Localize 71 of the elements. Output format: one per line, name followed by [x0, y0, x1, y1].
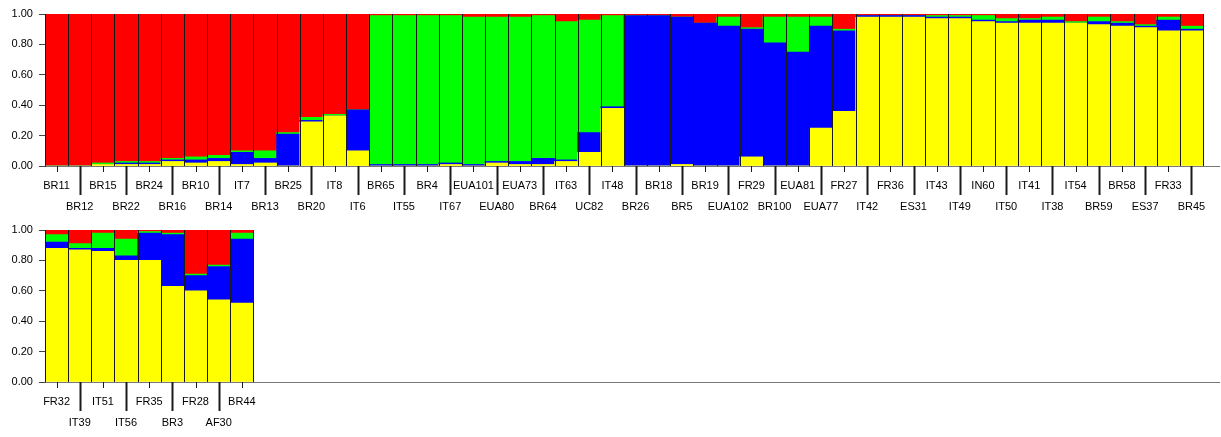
x-tick-label: IT6 — [349, 200, 366, 213]
x-tick-label: BR10 — [181, 179, 210, 192]
x-tick-label: IT51 — [91, 395, 114, 408]
y-tick-label: 0.80 — [11, 37, 33, 50]
x-tick-label: IT7 — [233, 179, 250, 192]
x-tick-label: BR22 — [112, 200, 140, 213]
x-tick-label: IT55 — [392, 200, 415, 213]
x-tick-label: ES37 — [1131, 200, 1159, 213]
x-tick-label: IT43 — [925, 179, 948, 192]
x-tick-label: FR32 — [43, 395, 71, 408]
y-tick-label: 0.40 — [11, 314, 33, 327]
x-tick-label: IT41 — [1018, 179, 1041, 192]
x-tick-label: IT54 — [1064, 179, 1087, 192]
x-tick-label: EUA81 — [780, 179, 816, 192]
x-tick-label: IT56 — [115, 416, 138, 429]
x-tick-label: IT48 — [601, 179, 624, 192]
y-tick-label: 0.20 — [11, 344, 33, 357]
x-tick-label: BR45 — [1177, 200, 1206, 213]
x-tick-label: IT50 — [995, 200, 1018, 213]
x-tick-label: IT49 — [948, 200, 971, 213]
y-tick-label: 0.60 — [11, 67, 33, 80]
x-tick-label: EUA80 — [479, 200, 515, 213]
x-tick-label: BR4 — [416, 179, 438, 192]
x-tick-label: IT63 — [555, 179, 578, 192]
x-tick-label: FR27 — [830, 179, 858, 192]
x-tick-label: IT8 — [326, 179, 343, 192]
x-tick-label: BR12 — [65, 200, 94, 213]
x-tick-label: EUA77 — [803, 200, 839, 213]
x-tick-label: EUA73 — [502, 179, 538, 192]
x-tick-label: BR24 — [135, 179, 163, 192]
x-tick-label: IN60 — [971, 179, 995, 192]
x-tick-label: BR15 — [89, 179, 117, 192]
x-tick-label: BR14 — [204, 200, 233, 213]
x-tick-label: BR16 — [158, 200, 187, 213]
x-tick-label: ES31 — [900, 200, 927, 213]
x-tick-label: AF30 — [205, 416, 232, 429]
x-tick-label: BR100 — [757, 200, 792, 213]
x-tick-label: FR35 — [135, 395, 163, 408]
y-tick-label: 1.00 — [11, 7, 33, 20]
y-tick-label: 0.20 — [11, 128, 33, 141]
x-tick-label: BR44 — [228, 395, 256, 408]
x-tick-label: BR3 — [161, 416, 184, 429]
y-tick-label: 1.00 — [11, 223, 33, 236]
x-tick-label: BR26 — [621, 200, 650, 213]
x-tick-label: IT67 — [439, 200, 462, 213]
x-tick-label: UC82 — [575, 200, 604, 213]
x-tick-label: BR11 — [43, 179, 70, 192]
y-tick-label: 0.00 — [11, 375, 33, 388]
x-tick-label: IT42 — [856, 200, 879, 213]
x-tick-label: BR18 — [644, 179, 673, 192]
x-tick-label: EUA102 — [707, 200, 749, 213]
y-tick-label: 0.00 — [11, 159, 33, 172]
y-tick-label: 0.80 — [11, 253, 33, 266]
x-tick-label: BR65 — [367, 179, 395, 192]
x-tick-label: BR64 — [529, 200, 557, 213]
x-tick-label: BR25 — [274, 179, 302, 192]
x-tick-label: BR5 — [671, 200, 693, 213]
x-tick-label: BR20 — [297, 200, 326, 213]
x-tick-label: FR36 — [876, 179, 904, 192]
x-tick-label: IT39 — [68, 416, 91, 429]
y-tick-label: 0.40 — [11, 98, 33, 111]
x-tick-label: BR19 — [691, 179, 719, 192]
x-tick-label: FR28 — [182, 395, 209, 408]
x-tick-label: BR59 — [1085, 200, 1113, 213]
x-tick-label: FR33 — [1154, 179, 1182, 192]
x-tick-label: BR13 — [251, 200, 279, 213]
x-tick-label: BR58 — [1108, 179, 1136, 192]
x-tick-label: IT38 — [1041, 200, 1064, 213]
y-tick-label: 0.60 — [11, 283, 33, 296]
x-tick-label: EUA101 — [452, 179, 494, 192]
x-tick-label: FR29 — [737, 179, 765, 192]
